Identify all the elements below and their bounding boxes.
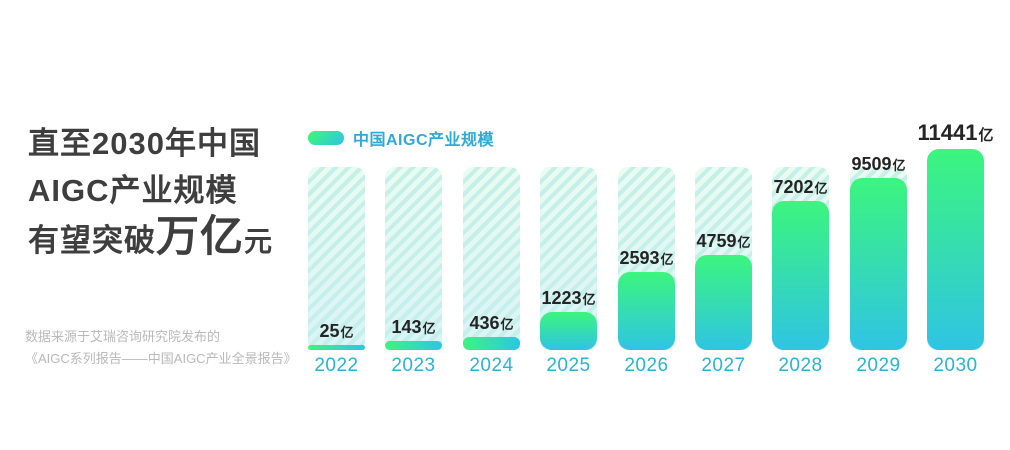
bar-value-unit: 亿 [500, 317, 514, 332]
bar-background-track [463, 167, 520, 350]
chart-legend: 中国AIGC产业规模 [308, 126, 494, 150]
bar-value-label: 436亿 [469, 314, 513, 332]
bar-background-track [308, 167, 365, 350]
x-axis-label: 2022 [314, 355, 359, 376]
bar-value-number: 9509 [851, 154, 892, 174]
bar-value-label: 7202亿 [773, 178, 827, 196]
bar-column: 436亿 2024 [463, 167, 520, 375]
bar-value-unit: 亿 [892, 158, 906, 173]
headline: 直至2030年中国 AIGC产业规模 有望突破万亿元 [28, 120, 273, 265]
bar-value-label: 143亿 [391, 318, 435, 336]
x-axis-label: 2026 [624, 355, 669, 376]
bar-value-unit: 亿 [978, 127, 994, 144]
bar-value-label: 11441亿 [918, 122, 994, 144]
x-axis-label: 2030 [933, 355, 978, 376]
bar-background-track [385, 167, 442, 350]
bar-value-number: 143 [391, 317, 422, 337]
bar-column: 25亿 2022 [308, 167, 365, 375]
intro-panel: 直至2030年中国 AIGC产业规模 有望突破万亿元 [28, 120, 273, 265]
bar-value-label: 4759亿 [696, 232, 750, 250]
bar-column: 4759亿 2027 [695, 167, 752, 375]
bar-value-label: 25亿 [319, 322, 353, 340]
headline-line-3-prefix: 有望突破 [28, 223, 156, 258]
bar-value-unit: 亿 [660, 252, 674, 267]
bar-column: 9509亿 2029 [850, 155, 907, 375]
bar-value-number: 4759 [696, 231, 737, 251]
bar-value-unit: 亿 [737, 235, 751, 250]
bar-value-label: 1223亿 [541, 289, 595, 307]
x-axis-label: 2028 [778, 355, 823, 376]
headline-line-3: 有望突破万亿元 [28, 214, 273, 265]
bar-value-number: 1223 [541, 288, 582, 308]
bar [463, 337, 520, 350]
bar [695, 255, 752, 350]
x-axis-label: 2029 [856, 355, 901, 376]
bar-value-number: 11441 [917, 120, 978, 145]
bar-column: 2593亿 2026 [618, 167, 675, 375]
bar-column: 11441亿 2030 [918, 122, 994, 376]
bar [850, 178, 907, 350]
bar-value-unit: 亿 [582, 292, 596, 307]
headline-line-3-suffix: 元 [244, 226, 274, 257]
data-source-line-2: 《AIGC系列报告——中国AIGC产业全景报告》 [25, 351, 297, 366]
bar [540, 312, 597, 350]
bar [385, 341, 442, 350]
bar [927, 149, 984, 350]
x-axis-label: 2024 [469, 355, 514, 376]
bar-column: 7202亿 2028 [772, 167, 829, 375]
legend-label: 中国AIGC产业规模 [353, 132, 495, 149]
bar-value-label: 9509亿 [851, 155, 905, 173]
bar [308, 345, 365, 350]
legend-swatch-icon [308, 131, 344, 145]
bar-value-unit: 亿 [422, 321, 436, 336]
x-axis-label: 2025 [546, 355, 591, 376]
bar-value-number: 7202 [773, 177, 814, 197]
headline-line-1: 直至2030年中国 [28, 126, 261, 161]
data-source-note: 数据来源于艾瑞咨询研究院发布的 《AIGC系列报告——中国AIGC产业全景报告》 [25, 326, 297, 370]
bar-value-number: 436 [469, 313, 500, 333]
x-axis-label: 2027 [701, 355, 746, 376]
bar-column: 1223亿 2025 [540, 167, 597, 375]
bar-value-number: 2593 [619, 248, 660, 268]
headline-highlight: 万亿 [156, 213, 244, 261]
bar [618, 272, 675, 350]
bar [772, 201, 829, 350]
bar-value-label: 2593亿 [619, 249, 673, 267]
data-source-line-1: 数据来源于艾瑞咨询研究院发布的 [25, 329, 221, 344]
x-axis-label: 2023 [391, 355, 436, 376]
bar-column: 143亿 2023 [385, 167, 442, 375]
bar-value-number: 25 [319, 321, 340, 341]
bar-value-unit: 亿 [814, 181, 828, 196]
headline-line-2: AIGC产业规模 [28, 173, 238, 208]
bar-value-unit: 亿 [340, 325, 354, 340]
